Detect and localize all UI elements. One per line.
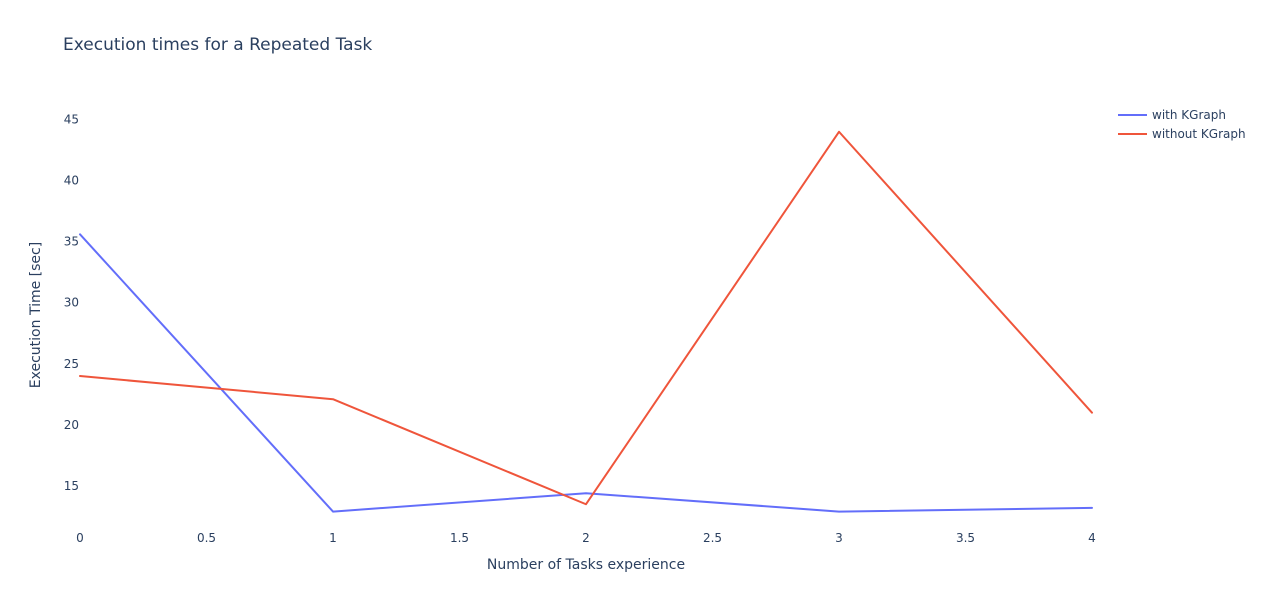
y-tick-label: 45	[64, 113, 79, 127]
legend-label: with KGraph	[1152, 108, 1226, 122]
x-tick-label: 2.5	[703, 531, 722, 545]
x-tick-label: 1	[329, 531, 337, 545]
x-tick-label: 0	[76, 531, 84, 545]
x-tick-label: 4	[1088, 531, 1096, 545]
plot-area	[79, 130, 1093, 513]
y-tick-label: 35	[64, 235, 79, 249]
series-line-with-kgraph[interactable]	[79, 233, 1093, 513]
y-tick-label: 40	[64, 174, 79, 188]
legend[interactable]: with KGraph without KGraph	[1118, 108, 1246, 141]
x-tick-label: 3.5	[956, 531, 975, 545]
x-axis-ticks: 0 0.5 1 1.5 2 2.5 3 3.5 4	[76, 531, 1096, 545]
y-tick-label: 25	[64, 357, 79, 371]
y-tick-label: 15	[64, 479, 79, 493]
chart-title: Execution times for a Repeated Task	[63, 35, 372, 55]
x-tick-label: 1.5	[450, 531, 469, 545]
y-tick-label: 30	[64, 296, 79, 310]
x-tick-label: 2	[582, 531, 590, 545]
x-axis-title: Number of Tasks experience	[487, 557, 685, 573]
x-tick-label: 3	[835, 531, 843, 545]
y-axis-title: Execution Time [sec]	[28, 242, 44, 388]
series-line-without-kgraph[interactable]	[79, 130, 1093, 506]
legend-item[interactable]: with KGraph	[1118, 108, 1226, 122]
y-axis-ticks: 15 20 25 30 35 40 45	[64, 113, 79, 493]
legend-label: without KGraph	[1152, 127, 1246, 141]
legend-item[interactable]: without KGraph	[1118, 127, 1246, 141]
x-tick-label: 0.5	[197, 531, 216, 545]
y-tick-label: 20	[64, 418, 79, 432]
